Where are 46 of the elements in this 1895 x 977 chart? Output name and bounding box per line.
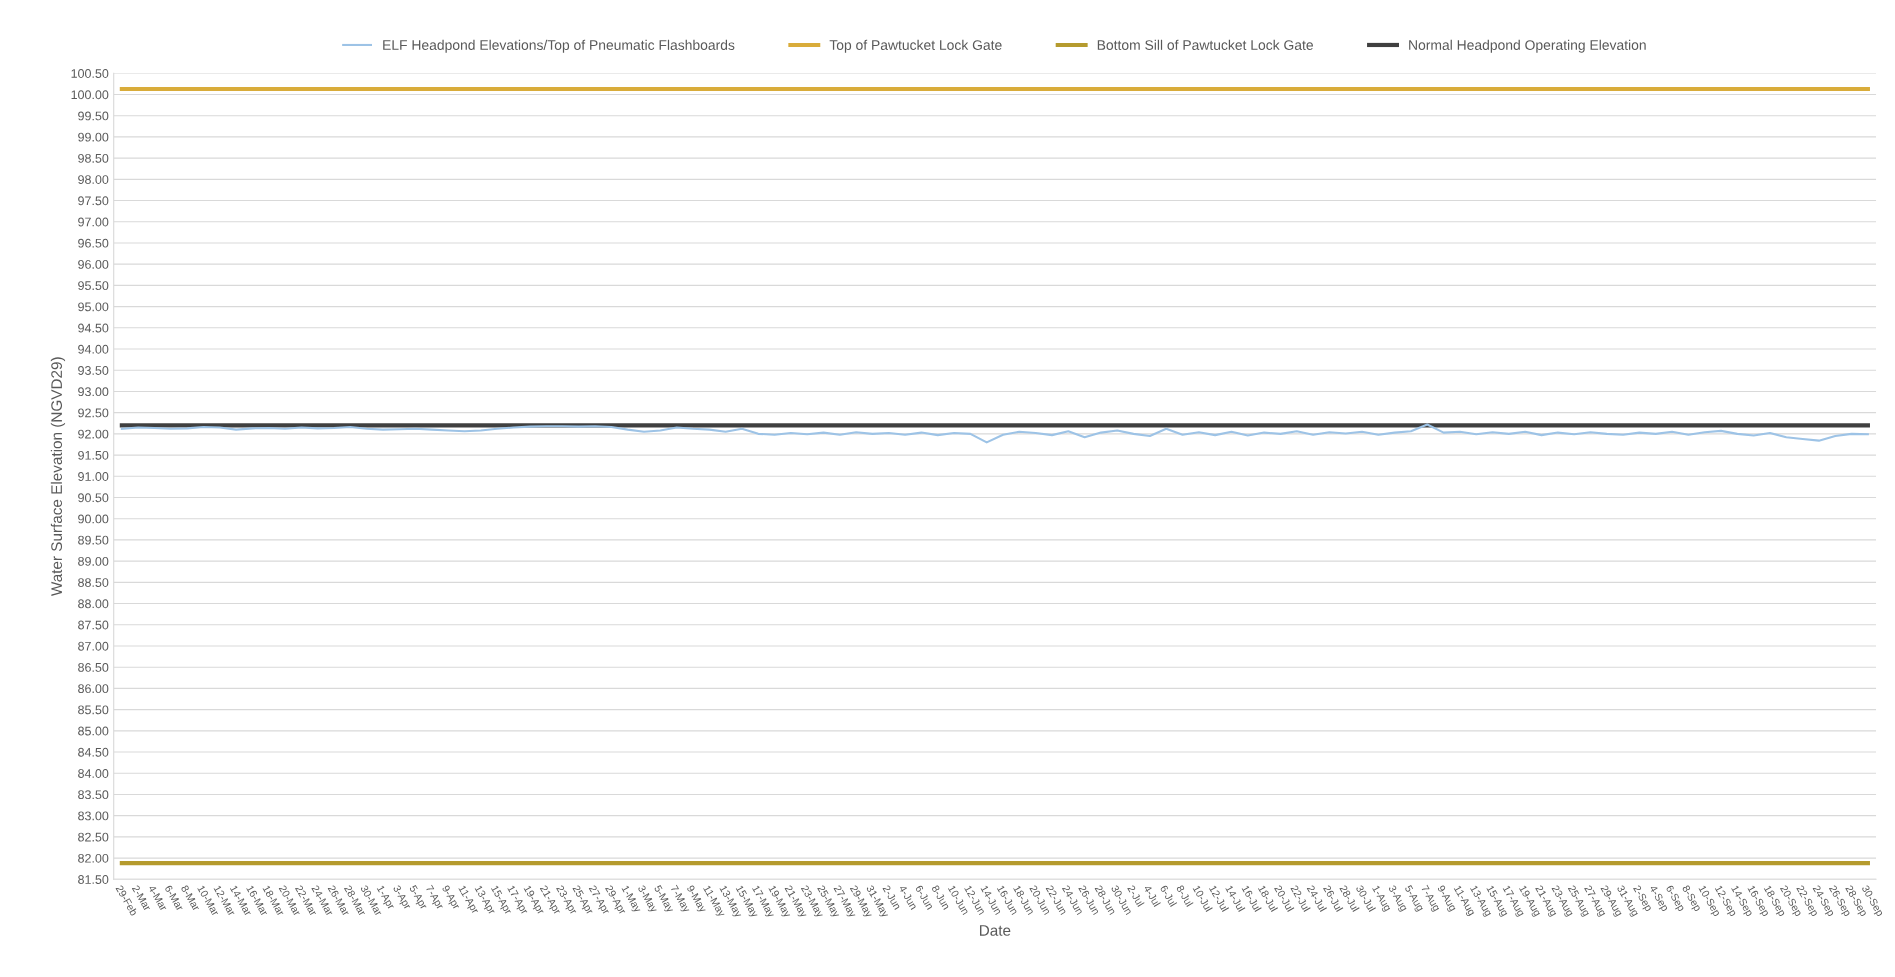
- y-tick-label: 85.50: [78, 705, 109, 715]
- y-tick-label: 83.50: [78, 790, 109, 800]
- y-tick-label: 100.50: [71, 69, 109, 78]
- y-tick-label: 91.50: [78, 450, 109, 460]
- y-tick-label: 86.50: [78, 662, 109, 672]
- y-tick-label: 87.00: [78, 641, 109, 651]
- y-tick-label: 89.00: [78, 556, 109, 566]
- y-tick-label: 93.00: [78, 387, 109, 397]
- legend-label: Normal Headpond Operating Elevation: [1409, 39, 1646, 53]
- y-tick-label: 96.50: [78, 238, 109, 248]
- y-tick-label: 97.00: [78, 217, 109, 227]
- legend-label: Bottom Sill of Pawtucket Lock Gate: [1097, 39, 1313, 50]
- y-tick-label: 97.50: [78, 196, 109, 206]
- y-tick-label: 82.00: [78, 853, 109, 863]
- x-axis-title: Date: [979, 925, 1011, 936]
- y-axis-title: Water Surface Elevation (NGVD29): [50, 357, 66, 597]
- legend-label: Top of Pawtucket Lock Gate: [829, 39, 1002, 53]
- y-tick-label: 94.00: [78, 344, 109, 354]
- y-tick-label: 100.00: [71, 90, 109, 100]
- y-tick-label: 95.50: [78, 281, 109, 291]
- y-tick-label: 81.50: [78, 875, 109, 884]
- y-tick-label: 87.50: [78, 620, 109, 630]
- y-tick-label: 94.50: [78, 323, 109, 333]
- y-tick-label: 88.00: [78, 599, 109, 609]
- y-tick-label: 89.50: [78, 535, 109, 545]
- y-tick-label: 99.00: [78, 132, 109, 142]
- y-tick-label: 88.50: [78, 578, 109, 587]
- line-series: [120, 423, 1869, 444]
- y-tick-label: 91.00: [78, 472, 109, 481]
- legend-label: ELF Headpond Elevations/Top of Pneumatic Flashboards: [383, 39, 735, 53]
- y-tick-label: 83.00: [78, 811, 109, 821]
- y-tick-label: 92.50: [78, 408, 109, 418]
- y-tick-label: 93.50: [78, 366, 109, 375]
- y-tick-label: 98.50: [78, 153, 109, 163]
- y-tick-label: 85.00: [78, 726, 109, 736]
- y-tick-label: 99.50: [78, 111, 109, 121]
- y-tick-label: 86.00: [78, 684, 109, 694]
- y-tick-label: 84.00: [78, 769, 109, 778]
- y-tick-label: 90.50: [78, 493, 109, 503]
- y-tick-label: 96.00: [78, 259, 109, 269]
- y-tick-label: 90.00: [78, 514, 109, 524]
- y-tick-label: 98.00: [78, 175, 109, 184]
- y-tick-label: 82.50: [78, 832, 109, 842]
- y-tick-label: 95.00: [78, 302, 109, 312]
- y-tick-label: 84.50: [78, 747, 109, 757]
- y-tick-label: 92.00: [78, 429, 109, 439]
